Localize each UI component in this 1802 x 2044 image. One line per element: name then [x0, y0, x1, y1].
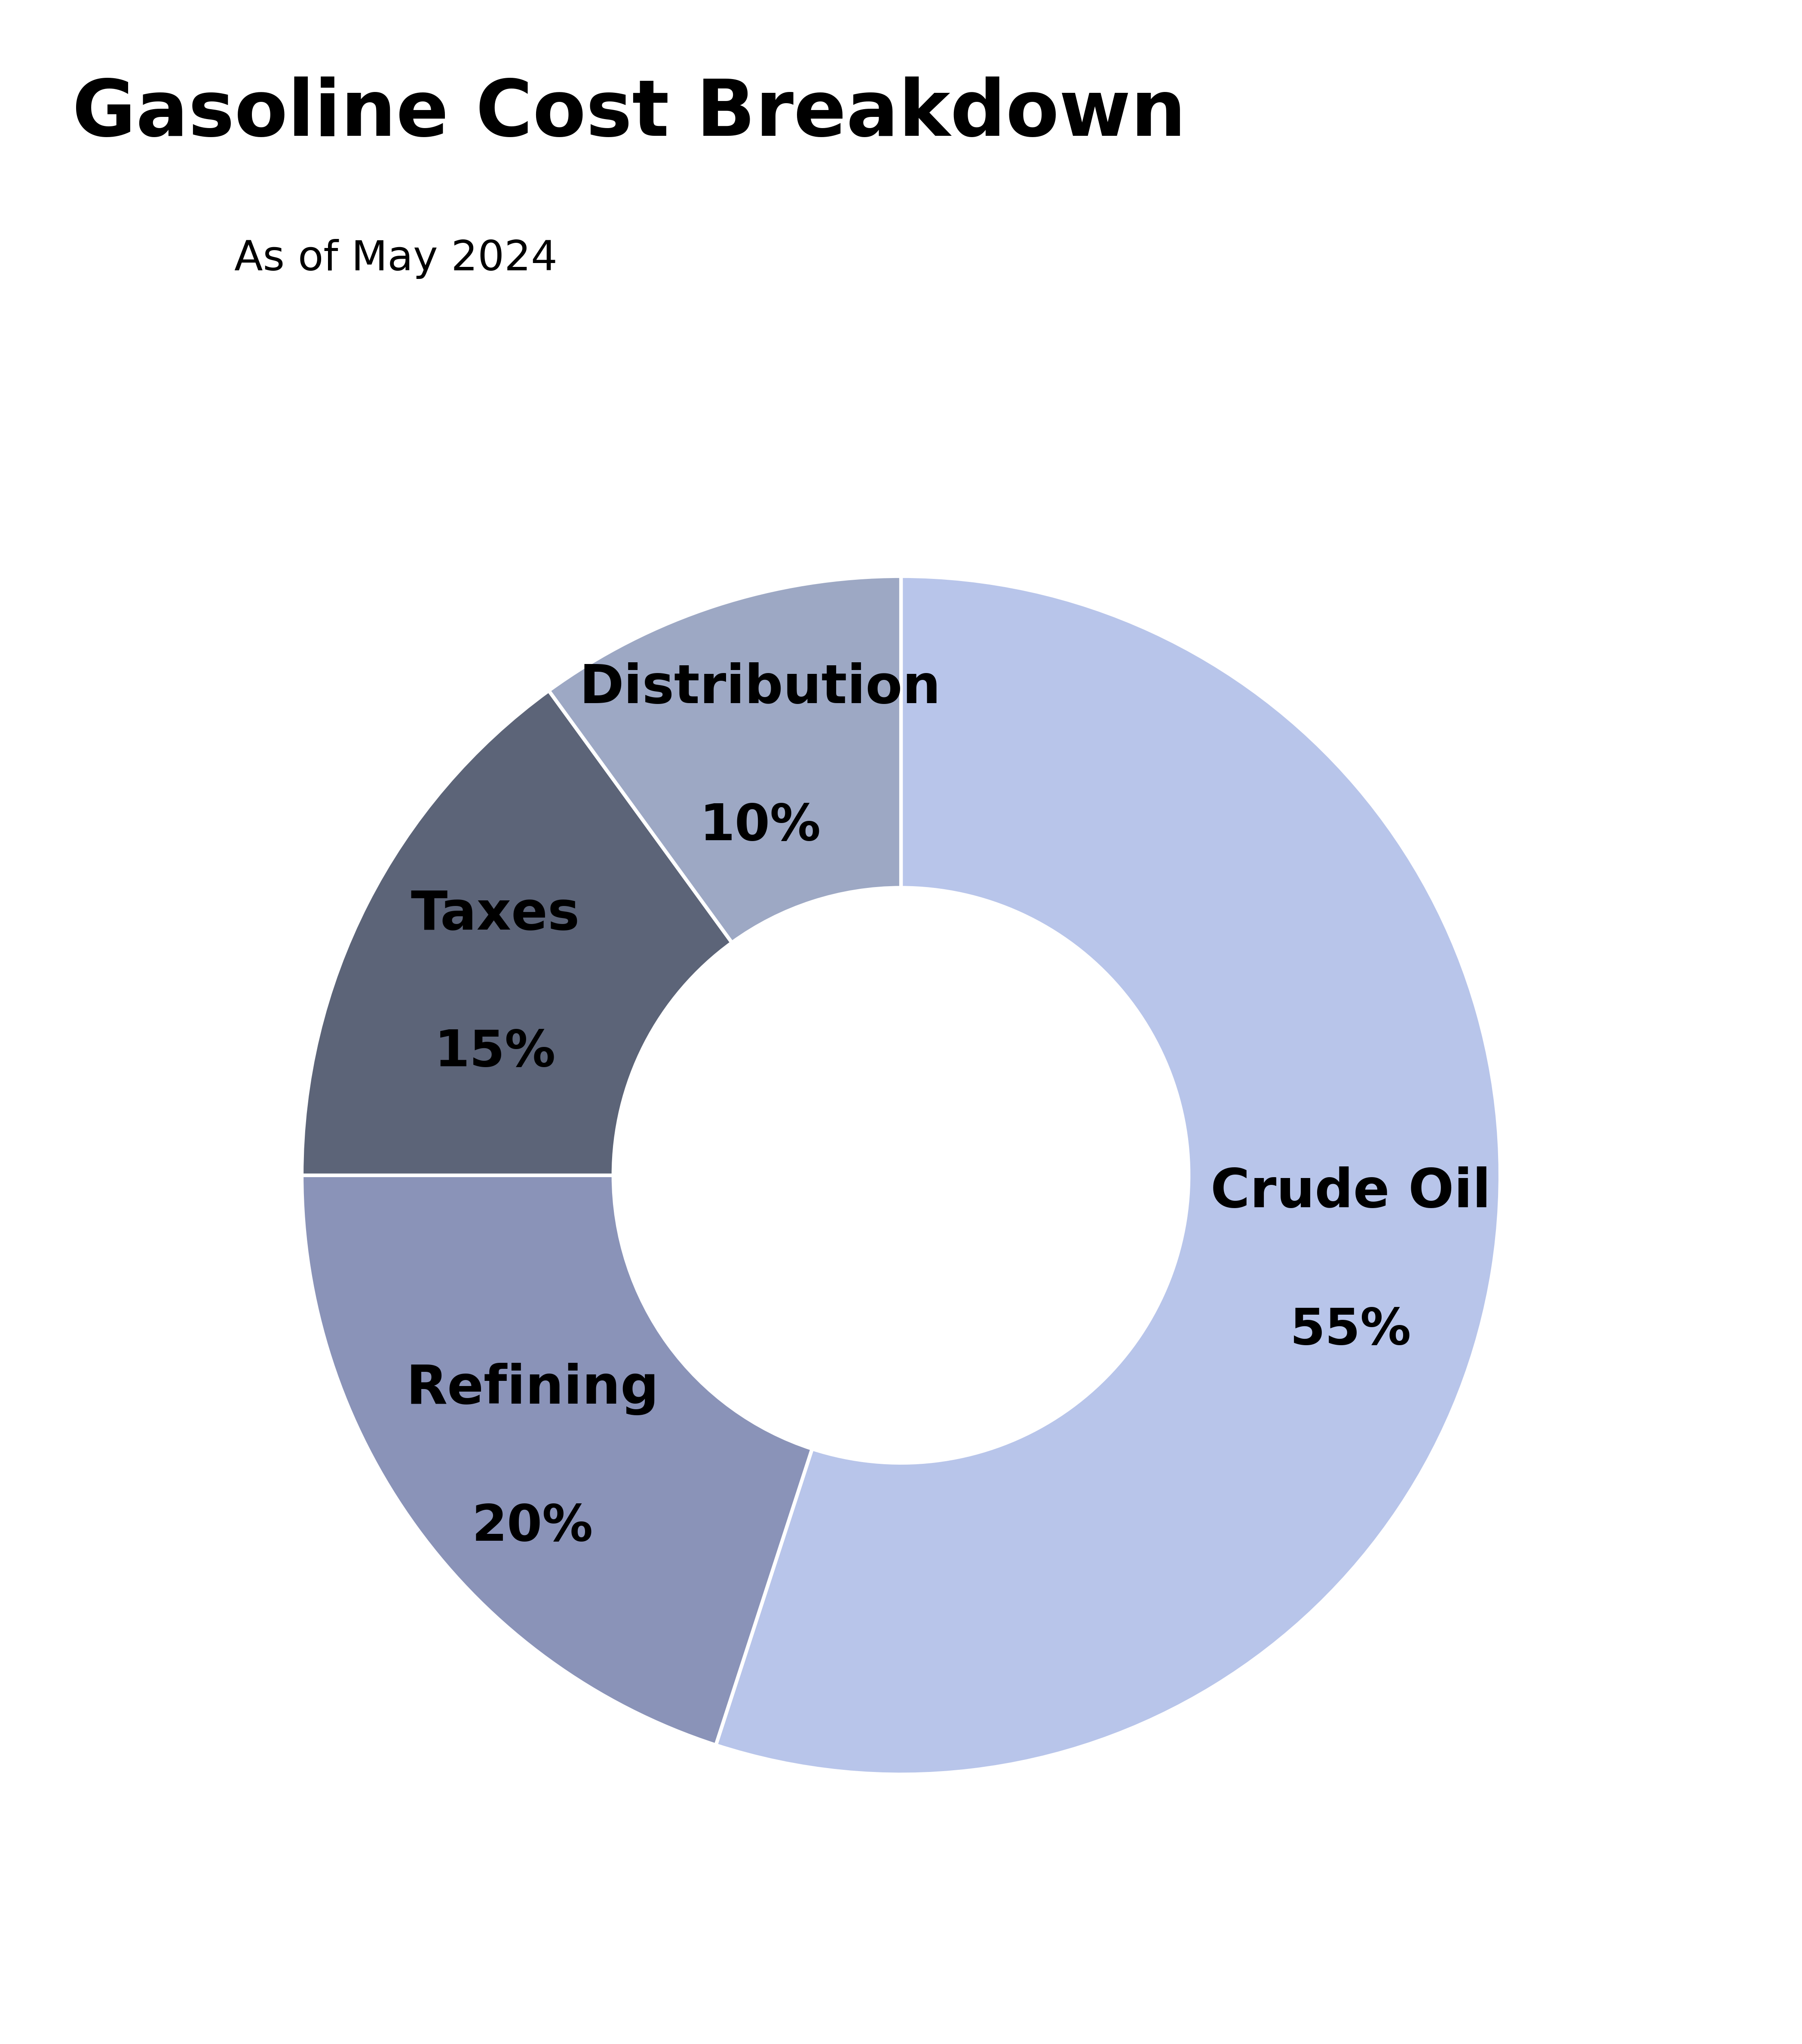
Text: As of May 2024: As of May 2024 [234, 239, 557, 280]
Text: 55%: 55% [1290, 1306, 1411, 1355]
Wedge shape [715, 576, 1501, 1774]
Text: Gasoline Cost Breakdown: Gasoline Cost Breakdown [72, 78, 1186, 153]
Circle shape [613, 887, 1189, 1464]
Text: 10%: 10% [699, 801, 822, 850]
Wedge shape [550, 576, 901, 942]
Wedge shape [301, 1175, 813, 1746]
Text: Refining: Refining [405, 1363, 660, 1414]
Text: Taxes: Taxes [411, 889, 580, 940]
Text: 15%: 15% [434, 1028, 555, 1077]
Text: Crude Oil: Crude Oil [1211, 1167, 1490, 1218]
Wedge shape [301, 691, 732, 1175]
Text: 20%: 20% [472, 1502, 593, 1551]
Text: Distribution: Distribution [580, 662, 941, 713]
